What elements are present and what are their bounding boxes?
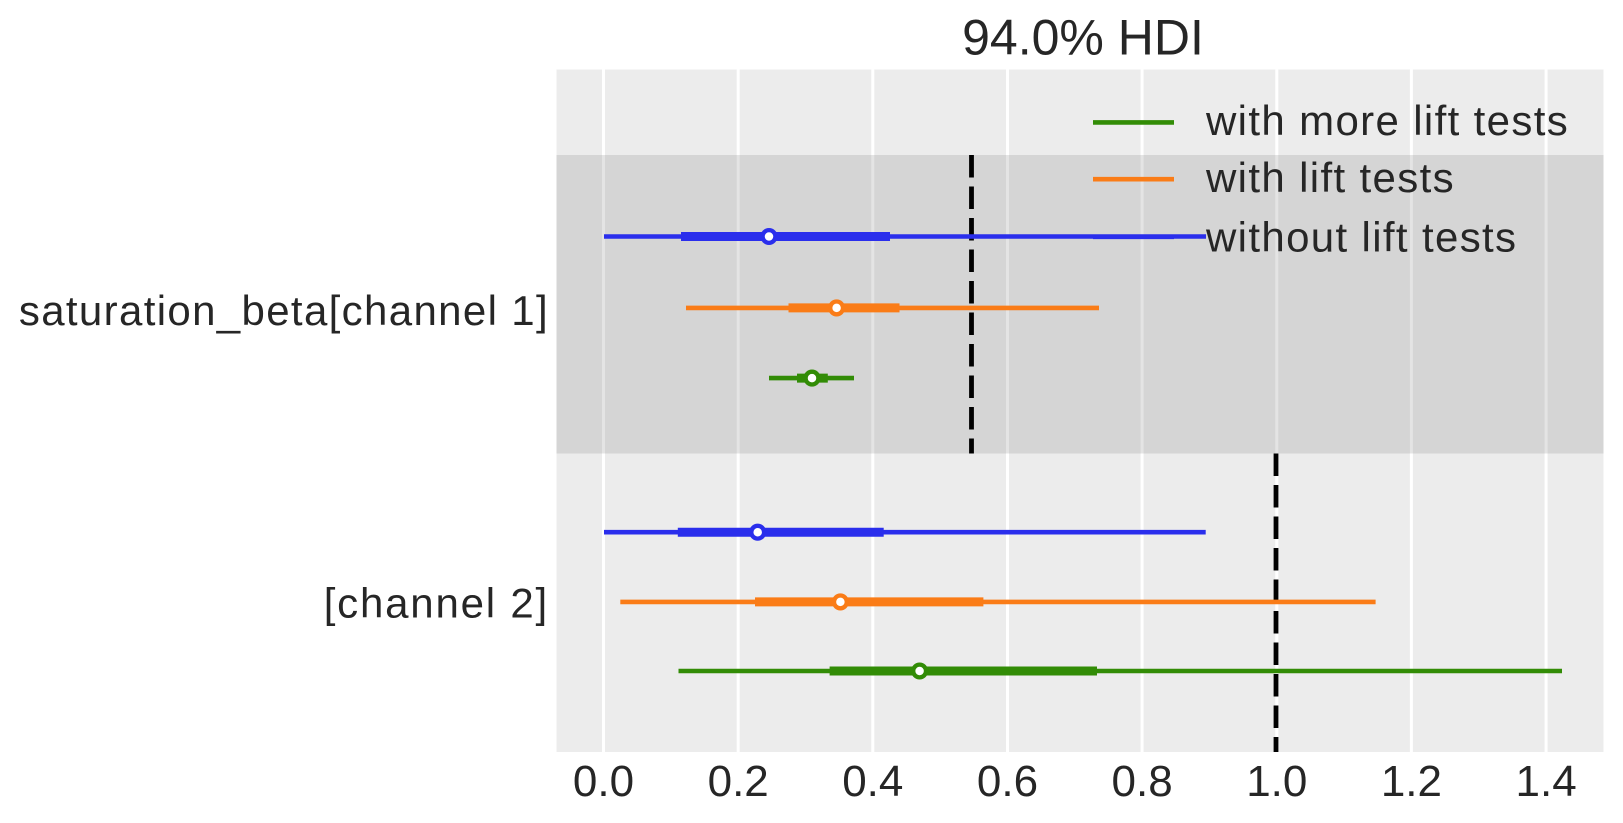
svg-text:without lift tests: without lift tests xyxy=(1205,214,1517,261)
svg-text:saturation_beta[channel 1]: saturation_beta[channel 1] xyxy=(19,287,549,334)
svg-text:with lift tests: with lift tests xyxy=(1205,154,1455,201)
svg-text:[channel 2]: [channel 2] xyxy=(324,580,549,627)
svg-text:0.0: 0.0 xyxy=(573,757,634,806)
svg-text:0.6: 0.6 xyxy=(977,757,1038,806)
svg-text:1.2: 1.2 xyxy=(1381,757,1442,806)
svg-text:0.4: 0.4 xyxy=(842,757,903,806)
svg-text:1.4: 1.4 xyxy=(1516,757,1577,806)
svg-text:0.8: 0.8 xyxy=(1112,757,1173,806)
svg-text:94.0% HDI: 94.0% HDI xyxy=(962,10,1204,66)
svg-text:with more lift tests: with more lift tests xyxy=(1205,97,1569,144)
svg-text:0.2: 0.2 xyxy=(708,757,769,806)
svg-text:1.0: 1.0 xyxy=(1246,757,1307,806)
